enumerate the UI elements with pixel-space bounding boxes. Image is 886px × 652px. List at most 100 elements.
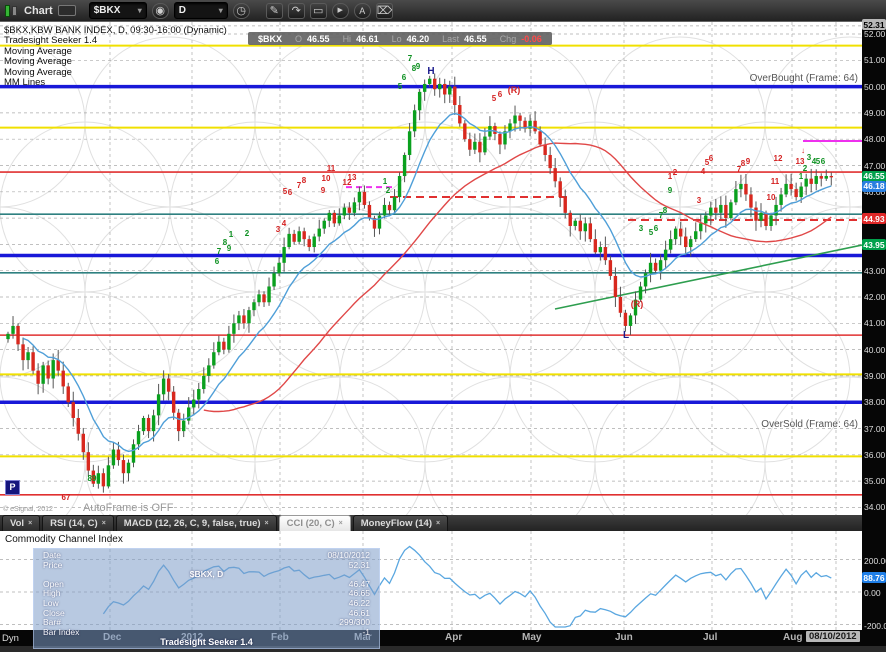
quote-symbol: $BKX bbox=[258, 33, 283, 44]
mm-circle bbox=[679, 291, 851, 463]
tab-close-icon[interactable]: × bbox=[264, 520, 269, 527]
cci-panel-title: Commodity Channel Index bbox=[5, 534, 123, 545]
count-label: 3 bbox=[697, 196, 702, 205]
replay-button[interactable]: ▶ bbox=[331, 2, 349, 19]
tooltip-row: Bar Index -1 bbox=[43, 626, 370, 637]
candle-body bbox=[332, 212, 336, 224]
price-tick: 46.00 bbox=[864, 186, 886, 197]
tooltip-row: High 46.65 bbox=[43, 588, 370, 599]
count-label: 5 bbox=[649, 228, 654, 237]
candle-body bbox=[653, 262, 658, 271]
main-chart-area[interactable]: 89 67 6 7 8 9 1 2 3 4 5 6 7 8 9 10 11 12 13 1 2 5 6 7 8 9 H 5 6 (R) (R… bbox=[0, 21, 862, 516]
candle-body bbox=[56, 360, 60, 371]
fast-ma-line bbox=[22, 112, 832, 453]
tab-close-icon[interactable]: × bbox=[338, 520, 343, 527]
eraser-button[interactable]: ⌦ bbox=[375, 2, 394, 19]
candle-body bbox=[523, 120, 527, 129]
candle-body bbox=[232, 323, 236, 334]
candle-body bbox=[126, 462, 131, 474]
copyright-label: © eSignal, 2012 bbox=[3, 506, 53, 513]
candle-body bbox=[463, 123, 467, 140]
candle-body bbox=[799, 186, 803, 198]
candle-body bbox=[282, 247, 286, 263]
price-tick: 35.00 bbox=[864, 476, 886, 487]
candle-body bbox=[719, 204, 723, 213]
candle-body bbox=[91, 470, 96, 484]
candle-body bbox=[51, 360, 55, 379]
candle-body bbox=[608, 260, 613, 276]
tab-close-icon[interactable]: × bbox=[436, 520, 441, 527]
price-tick: 52.00 bbox=[864, 29, 886, 39]
candle-body bbox=[327, 212, 331, 221]
quote-field: Last 46.55 bbox=[442, 33, 487, 44]
tab-vol[interactable]: Vol × bbox=[2, 515, 41, 531]
candle-body bbox=[121, 460, 126, 474]
count-label: 7 bbox=[737, 165, 742, 174]
count-label: 7 bbox=[217, 247, 222, 256]
count-label: 6 bbox=[215, 257, 220, 266]
interval-select[interactable]: D ▾ bbox=[173, 2, 228, 19]
candle-body bbox=[357, 191, 362, 203]
candle-body bbox=[779, 194, 783, 205]
candle-body bbox=[678, 228, 683, 237]
candle-body bbox=[553, 168, 557, 182]
note-icon: ▭ bbox=[313, 4, 324, 17]
quote-field: Hi 46.61 bbox=[342, 33, 379, 44]
tooltip-row: Low 46.22 bbox=[43, 597, 370, 608]
candles-layer[interactable] bbox=[6, 73, 833, 493]
chart-title: $BKX,KBW BANK INDEX, D, 09:30-16:00 (Dyn… bbox=[4, 25, 227, 36]
tab-rsi-14-c[interactable]: RSI (14, C) × bbox=[42, 515, 114, 531]
price-badge: 46.18 bbox=[862, 180, 886, 192]
candle-body bbox=[16, 325, 20, 345]
candle-body bbox=[41, 365, 45, 384]
count-label: 4 bbox=[701, 167, 706, 176]
mm-circle bbox=[0, 121, 171, 293]
candle-body bbox=[438, 83, 442, 90]
candle-body bbox=[714, 207, 718, 213]
count-label: 9 bbox=[416, 62, 421, 71]
symbol-input[interactable]: $BKX ▾ bbox=[88, 2, 147, 19]
tab-close-icon[interactable]: × bbox=[28, 520, 33, 527]
candle-body bbox=[197, 389, 201, 400]
candle-body bbox=[407, 131, 412, 155]
candle-body bbox=[31, 352, 35, 371]
count-label: 1 bbox=[383, 177, 388, 186]
candle-body bbox=[337, 215, 342, 224]
candle-body bbox=[658, 260, 663, 271]
symbol-lookup-button[interactable]: ◉ bbox=[151, 2, 169, 19]
tab-moneyflow-14[interactable]: MoneyFlow (14) × bbox=[352, 515, 449, 531]
auto-button[interactable]: A bbox=[353, 2, 371, 19]
tab-macd-12-26-c-9-false-true[interactable]: MACD (12, 26, C, 9, false, true) × bbox=[115, 515, 277, 531]
curve-tool-button[interactable]: ↷ bbox=[287, 2, 305, 19]
tab-cci-20-c[interactable]: CCI (20, C) × bbox=[278, 515, 351, 531]
candle-body bbox=[427, 78, 432, 84]
candle-body bbox=[277, 262, 281, 274]
mm-circle bbox=[169, 121, 341, 293]
candle-body bbox=[488, 126, 492, 137]
count-label: 3 bbox=[276, 225, 281, 234]
mm-circle bbox=[764, 36, 862, 208]
candle-body bbox=[116, 449, 121, 461]
cursor-date-badge: 08/10/2012 bbox=[806, 631, 860, 642]
mm-circle bbox=[254, 206, 426, 378]
candle-body bbox=[417, 91, 422, 111]
candle-body bbox=[192, 399, 196, 408]
candle-body bbox=[36, 370, 40, 384]
tab-close-icon[interactable]: × bbox=[101, 520, 106, 527]
time-template-button[interactable]: ◷ bbox=[232, 2, 250, 19]
draw-tool-button[interactable]: ✎ bbox=[265, 2, 283, 19]
candle-body bbox=[367, 204, 372, 219]
tooltip-footer: Tradesight Seeker 1.4 bbox=[160, 637, 253, 648]
note-tool-button[interactable]: ▭ bbox=[309, 2, 327, 19]
candle-body bbox=[372, 218, 377, 229]
candle-body bbox=[392, 197, 397, 211]
mm-circle bbox=[679, 121, 851, 293]
candle-body bbox=[764, 212, 768, 226]
candle-body bbox=[453, 86, 457, 106]
candle-body bbox=[508, 123, 512, 132]
candle-body bbox=[473, 141, 477, 150]
count-label: 10 bbox=[767, 193, 776, 202]
legend-item: Moving Average bbox=[4, 66, 72, 78]
